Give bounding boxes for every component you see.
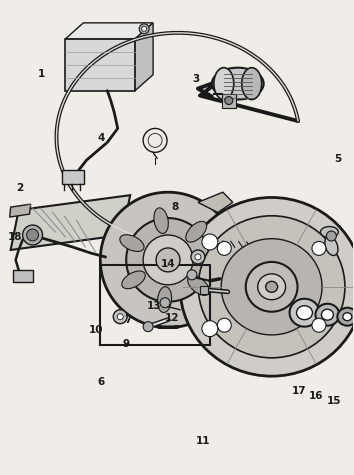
Text: 1: 1 bbox=[38, 69, 45, 79]
Ellipse shape bbox=[297, 306, 313, 320]
Circle shape bbox=[117, 314, 123, 320]
Polygon shape bbox=[65, 39, 135, 91]
Circle shape bbox=[23, 225, 42, 245]
Ellipse shape bbox=[186, 221, 207, 242]
Text: 6: 6 bbox=[98, 377, 105, 387]
Text: 17: 17 bbox=[291, 386, 306, 396]
Ellipse shape bbox=[246, 262, 297, 312]
Polygon shape bbox=[100, 192, 236, 328]
Ellipse shape bbox=[154, 208, 169, 234]
Polygon shape bbox=[198, 192, 233, 212]
Text: 15: 15 bbox=[327, 396, 341, 406]
Text: 4: 4 bbox=[97, 133, 105, 143]
Text: 16: 16 bbox=[309, 391, 324, 401]
Circle shape bbox=[156, 248, 180, 272]
Circle shape bbox=[326, 231, 336, 241]
Circle shape bbox=[195, 254, 201, 260]
Text: 9: 9 bbox=[122, 339, 130, 349]
Ellipse shape bbox=[180, 198, 354, 376]
Ellipse shape bbox=[258, 274, 286, 300]
Ellipse shape bbox=[158, 287, 172, 313]
Circle shape bbox=[312, 241, 326, 256]
Ellipse shape bbox=[120, 235, 144, 251]
Circle shape bbox=[126, 218, 210, 302]
Text: 13: 13 bbox=[147, 301, 161, 311]
Text: 11: 11 bbox=[196, 436, 211, 446]
Ellipse shape bbox=[212, 67, 264, 100]
Ellipse shape bbox=[221, 239, 322, 335]
Text: 3: 3 bbox=[193, 74, 200, 84]
Ellipse shape bbox=[242, 67, 262, 100]
Ellipse shape bbox=[321, 309, 333, 320]
Circle shape bbox=[143, 322, 153, 332]
Circle shape bbox=[160, 298, 170, 308]
Ellipse shape bbox=[315, 304, 339, 326]
Ellipse shape bbox=[122, 271, 145, 289]
Circle shape bbox=[217, 241, 231, 256]
Ellipse shape bbox=[290, 299, 319, 327]
Ellipse shape bbox=[266, 281, 278, 292]
Ellipse shape bbox=[198, 216, 345, 358]
Text: 18: 18 bbox=[7, 232, 22, 243]
Text: 14: 14 bbox=[161, 258, 176, 268]
Bar bbox=[13, 270, 33, 282]
Text: 7: 7 bbox=[124, 315, 131, 325]
Circle shape bbox=[143, 235, 193, 285]
Circle shape bbox=[202, 321, 218, 337]
Polygon shape bbox=[65, 23, 153, 39]
Ellipse shape bbox=[214, 67, 234, 100]
Bar bbox=[222, 94, 236, 107]
Bar bbox=[100, 265, 210, 344]
Circle shape bbox=[191, 250, 205, 264]
Circle shape bbox=[217, 318, 231, 332]
Circle shape bbox=[27, 229, 39, 241]
Polygon shape bbox=[11, 195, 130, 250]
Ellipse shape bbox=[188, 276, 210, 295]
Ellipse shape bbox=[320, 227, 338, 238]
Text: 2: 2 bbox=[17, 183, 24, 193]
Circle shape bbox=[312, 318, 326, 332]
Bar bbox=[62, 170, 84, 184]
Text: 5: 5 bbox=[334, 154, 341, 164]
Circle shape bbox=[139, 24, 149, 34]
Ellipse shape bbox=[325, 237, 338, 256]
Circle shape bbox=[225, 96, 233, 104]
Circle shape bbox=[187, 270, 197, 280]
Text: 10: 10 bbox=[88, 325, 103, 335]
Circle shape bbox=[202, 234, 218, 250]
Bar bbox=[200, 286, 208, 294]
Polygon shape bbox=[10, 204, 30, 217]
Polygon shape bbox=[135, 23, 153, 91]
Circle shape bbox=[142, 26, 147, 31]
Text: 8: 8 bbox=[172, 202, 179, 212]
Text: 12: 12 bbox=[165, 313, 179, 323]
Ellipse shape bbox=[343, 313, 352, 321]
Ellipse shape bbox=[337, 308, 354, 326]
Circle shape bbox=[113, 310, 127, 323]
